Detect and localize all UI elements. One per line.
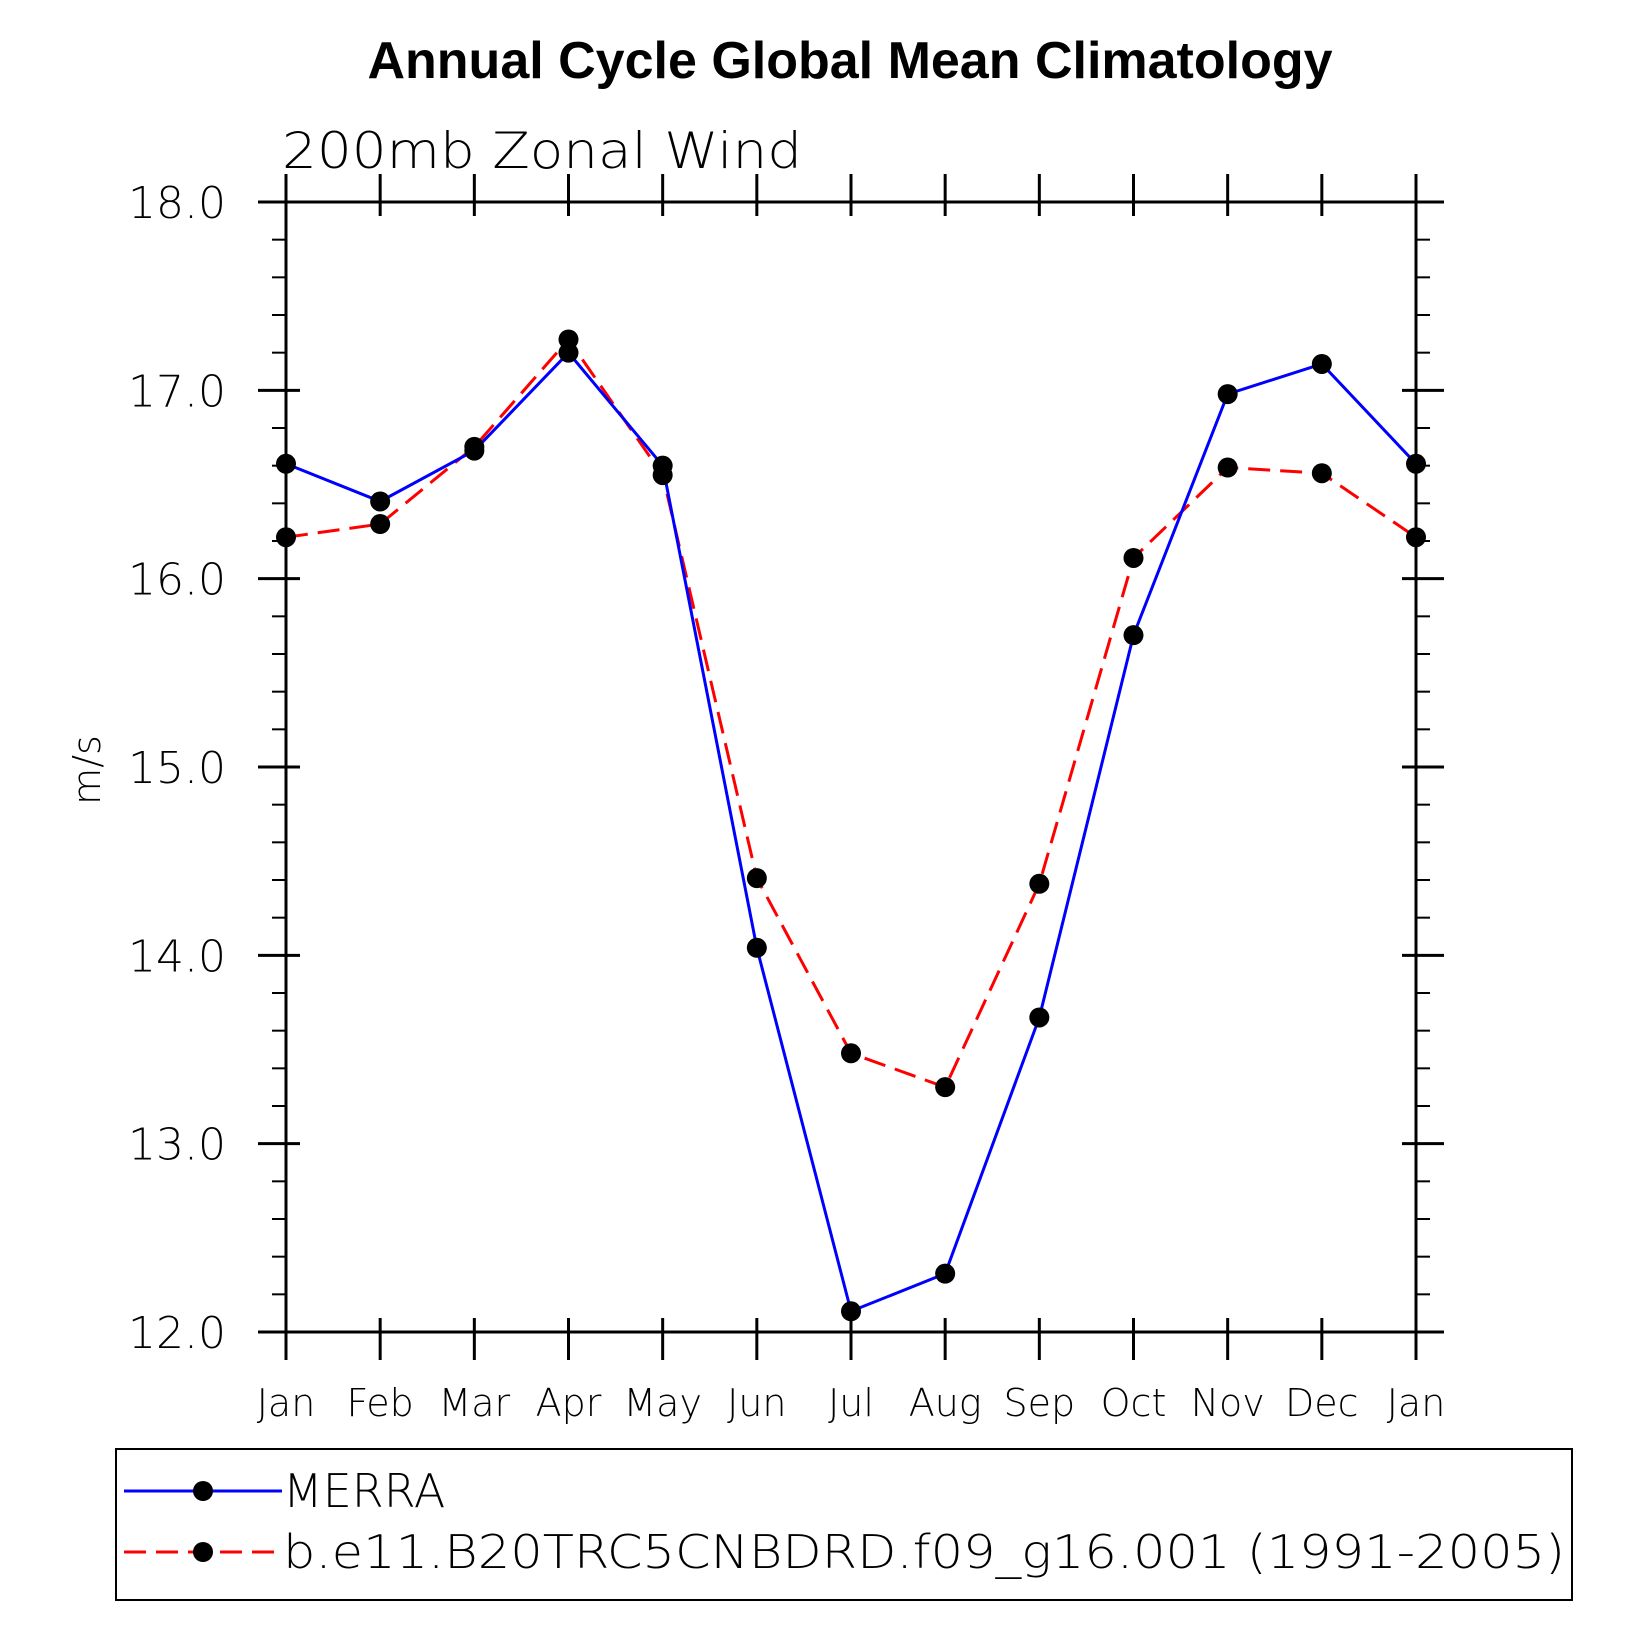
data-point-series-0: [746, 937, 767, 958]
x-tick-label: Jun: [727, 1381, 786, 1425]
x-tick-label: Oct: [1101, 1381, 1167, 1425]
legend: MERRA b.e11.B20TRC5CNBDRD.f09_g16.001 (1…: [115, 1448, 1573, 1601]
y-tick-label: 15.0: [128, 743, 226, 794]
x-tick-label: Jul: [828, 1381, 874, 1425]
data-point-series-0: [370, 491, 391, 512]
x-tick-label: Mar: [438, 1381, 510, 1425]
legend-marker-model: [193, 1542, 213, 1562]
x-tick-label: Feb: [347, 1381, 414, 1425]
data-point-series-0: [841, 1301, 861, 1322]
x-tick-label: May: [623, 1381, 702, 1425]
legend-label-model: b.e11.B20TRC5CNBDRD.f09_g16.001 (1991-20…: [283, 1525, 1565, 1579]
x-tick-label: Jan: [257, 1381, 316, 1425]
data-point-series-1: [558, 329, 579, 350]
legend-marker-merra: [193, 1481, 213, 1501]
data-point-series-1: [464, 436, 485, 457]
data-point-series-1: [370, 514, 391, 535]
y-tick-label: 18.0: [128, 178, 226, 229]
data-point-series-0: [1217, 384, 1238, 405]
x-tick-label: Dec: [1285, 1381, 1359, 1425]
y-tick-label: 12.0: [128, 1308, 226, 1359]
y-tick-label: 14.0: [128, 931, 226, 982]
data-point-series-0: [276, 453, 296, 474]
data-point-series-1: [1217, 457, 1238, 478]
data-point-series-0: [935, 1263, 956, 1284]
data-point-series-1: [935, 1077, 956, 1098]
x-tick-label: Apr: [536, 1381, 602, 1425]
data-point-series-0: [1123, 625, 1144, 646]
chart-subtitle: 200mb Zonal Wind: [282, 122, 802, 180]
data-point-series-0: [1311, 353, 1332, 374]
data-point-series-1: [1123, 547, 1144, 568]
data-point-series-1: [841, 1043, 861, 1064]
y-tick-label: 13.0: [128, 1120, 226, 1171]
data-point-series-1: [1406, 527, 1426, 548]
series-line-0: [285, 350, 1418, 1314]
data-point-series-1: [746, 868, 767, 889]
series-line-1: [285, 337, 1417, 1090]
data-point-series-1: [1311, 463, 1332, 484]
y-tick-label: 16.0: [128, 555, 226, 606]
x-tick-label: Nov: [1191, 1381, 1265, 1425]
y-tick-label: 17.0: [128, 366, 226, 417]
data-point-series-0: [1029, 1007, 1050, 1028]
x-tick-label: Sep: [1004, 1381, 1076, 1425]
plot-area: Jan Feb Mar Apr May Jun Jul Aug Sep Oct Nov Dec Jan 1…: [128, 174, 1445, 1425]
chart-title: Annual Cycle Global Mean Climatology: [367, 32, 1332, 90]
data-point-series-1: [1029, 873, 1050, 894]
x-tick-label: Aug: [909, 1381, 982, 1425]
legend-box: [115, 1448, 1573, 1601]
data-point-series-0: [1406, 453, 1426, 474]
data-point-series-1: [652, 465, 673, 486]
legend-label-merra: MERRA: [283, 1464, 445, 1518]
plot-frame: [284, 200, 1418, 1334]
y-axis-label: m/s: [65, 735, 109, 805]
data-point-series-1: [276, 527, 296, 548]
x-tick-label: Jan: [1387, 1381, 1446, 1425]
